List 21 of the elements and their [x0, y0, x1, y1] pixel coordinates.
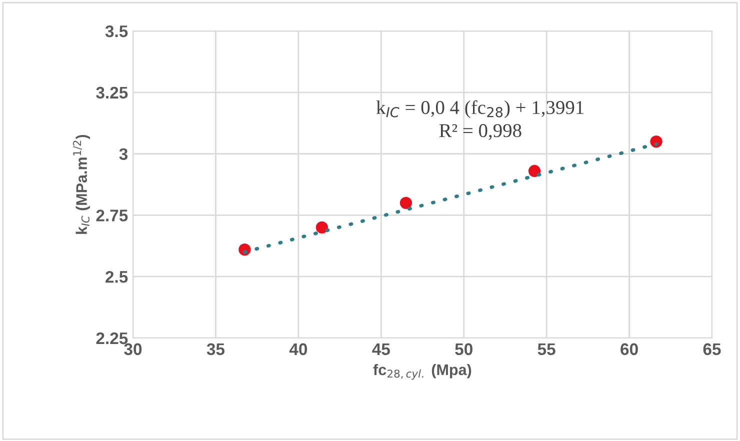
- x-tick-label: 50: [455, 343, 472, 356]
- point: [316, 221, 328, 234]
- x-tick-label: 45: [372, 343, 390, 356]
- x-tick-label: 65: [703, 343, 721, 356]
- y-axis-title: k$_{IC}$ (MPa.m$^{1/2}$): [73, 134, 90, 234]
- y-tick-label: 3.5: [105, 25, 128, 38]
- point: [400, 196, 412, 209]
- point: [528, 164, 541, 178]
- x-tick-label: 40: [289, 343, 308, 356]
- y-tick-label: 2.75: [96, 210, 128, 222]
- y-tick-label: 3: [119, 148, 128, 160]
- y-tick-label: 3.25: [96, 86, 128, 99]
- y-tick-label: 2.25: [96, 332, 128, 344]
- x-tick-label: 30: [124, 343, 142, 356]
- annotation: k$_{IC}$ = 0,0 4 (fc$_{28}$) + 1,3991: [376, 100, 584, 118]
- x-tick-label: 60: [620, 343, 638, 356]
- x-tick-label: 55: [538, 343, 556, 356]
- annotation: R² = 0,998: [439, 124, 522, 140]
- x-tick-label: 35: [206, 343, 225, 356]
- x-axis-title: fc$_{28,cyl.}$ (Mpa): [373, 364, 472, 380]
- y-tick-label: 2.5: [106, 271, 128, 283]
